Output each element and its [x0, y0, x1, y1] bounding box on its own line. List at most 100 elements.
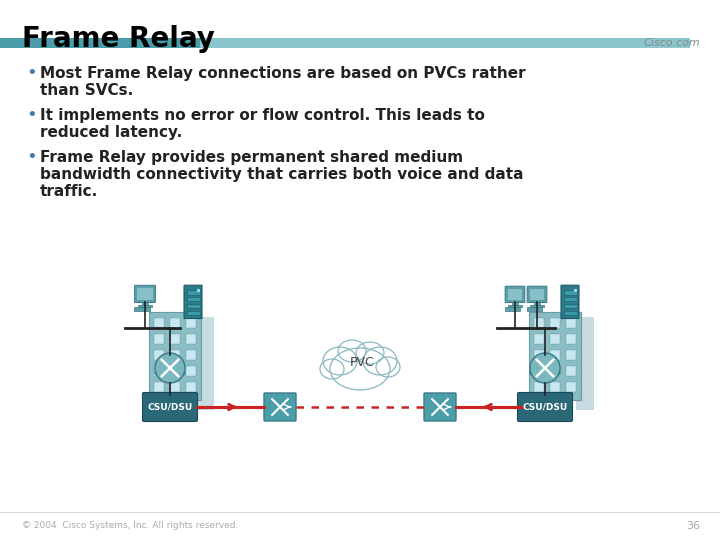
FancyBboxPatch shape	[518, 393, 572, 422]
Bar	[149, 312, 201, 400]
Ellipse shape	[376, 357, 400, 377]
Bar	[628, 38, 630, 48]
Bar	[200, 38, 202, 48]
Circle shape	[155, 353, 185, 383]
FancyBboxPatch shape	[561, 285, 579, 319]
Bar	[460, 38, 462, 48]
Bar	[548, 38, 550, 48]
Bar	[508, 38, 510, 48]
Bar	[228, 38, 230, 48]
Bar	[464, 38, 466, 48]
Bar	[564, 291, 577, 295]
Bar	[640, 38, 642, 48]
Bar	[513, 302, 518, 306]
Bar	[352, 38, 354, 48]
Bar	[396, 38, 398, 48]
Bar	[468, 38, 470, 48]
Bar	[264, 38, 266, 48]
Bar	[480, 38, 482, 48]
Bar	[656, 38, 658, 48]
Bar	[488, 38, 490, 48]
Bar	[276, 38, 278, 48]
FancyBboxPatch shape	[424, 393, 456, 421]
Bar	[448, 38, 450, 48]
Bar	[224, 38, 226, 48]
Bar	[492, 38, 494, 48]
Bar	[550, 334, 560, 344]
Bar	[600, 38, 602, 48]
Bar	[680, 38, 682, 48]
Bar	[154, 318, 164, 328]
Bar	[308, 38, 310, 48]
Bar	[312, 38, 314, 48]
Bar	[424, 38, 426, 48]
Bar	[566, 318, 576, 328]
FancyBboxPatch shape	[527, 286, 547, 302]
Bar	[540, 38, 542, 48]
Bar	[0, 38, 200, 48]
Text: •: •	[26, 64, 37, 82]
Bar	[316, 38, 318, 48]
Bar	[534, 382, 544, 392]
Bar	[154, 366, 164, 376]
Bar	[529, 312, 581, 400]
Bar	[568, 38, 570, 48]
Bar	[320, 38, 322, 48]
Bar	[252, 38, 254, 48]
Ellipse shape	[356, 342, 384, 364]
Bar	[566, 366, 576, 376]
Bar	[256, 38, 258, 48]
Bar	[652, 38, 654, 48]
Bar	[170, 318, 180, 328]
Bar	[392, 38, 394, 48]
Text: It implements no error or flow control. This leads to: It implements no error or flow control. …	[40, 108, 485, 123]
Bar	[564, 297, 577, 301]
Bar	[524, 38, 526, 48]
Bar	[566, 382, 576, 392]
Ellipse shape	[530, 367, 560, 379]
Bar	[272, 38, 274, 48]
FancyBboxPatch shape	[184, 285, 202, 319]
Bar	[186, 334, 196, 344]
Bar	[612, 38, 614, 48]
Bar	[620, 38, 622, 48]
Bar	[684, 38, 686, 48]
Bar	[672, 38, 674, 48]
Bar	[496, 38, 498, 48]
Bar	[530, 305, 544, 307]
Bar	[608, 38, 610, 48]
Bar	[236, 38, 238, 48]
Ellipse shape	[320, 359, 344, 379]
Bar	[534, 350, 544, 360]
Bar	[197, 289, 199, 292]
Bar	[660, 38, 662, 48]
Bar	[532, 38, 534, 48]
Text: Frame Relay provides permanent shared medium: Frame Relay provides permanent shared me…	[40, 150, 463, 165]
Text: traffic.: traffic.	[40, 184, 98, 199]
FancyBboxPatch shape	[264, 393, 296, 421]
Bar	[332, 38, 334, 48]
FancyBboxPatch shape	[505, 286, 525, 302]
Bar	[588, 38, 590, 48]
Circle shape	[530, 353, 560, 383]
Bar	[240, 38, 242, 48]
Bar	[668, 38, 670, 48]
Bar	[336, 38, 338, 48]
Text: Frame Relay: Frame Relay	[22, 25, 215, 53]
Bar	[516, 38, 518, 48]
Bar	[154, 382, 164, 392]
Bar	[137, 288, 153, 300]
Bar	[404, 38, 406, 48]
Bar	[368, 38, 370, 48]
Bar	[505, 307, 520, 310]
Bar	[304, 38, 306, 48]
Bar	[208, 38, 210, 48]
Bar	[648, 38, 650, 48]
Bar	[220, 38, 222, 48]
Bar	[170, 350, 180, 360]
Bar	[576, 38, 578, 48]
Bar	[288, 38, 290, 48]
Bar	[596, 38, 598, 48]
Bar	[440, 38, 442, 48]
Bar	[436, 38, 438, 48]
